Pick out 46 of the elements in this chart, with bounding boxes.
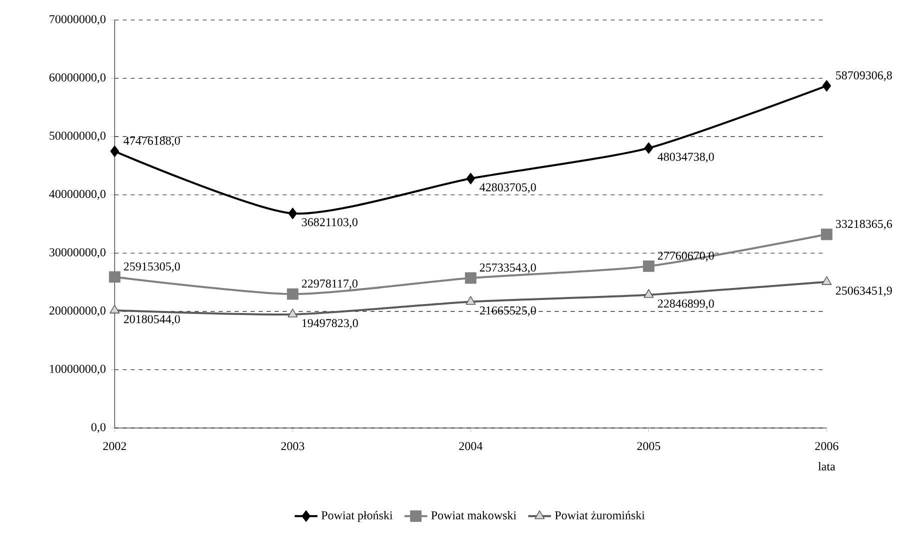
data-label: 25733543,0	[480, 263, 536, 274]
point	[644, 142, 654, 154]
data-label: 58709306,8	[836, 71, 892, 82]
point	[464, 272, 476, 284]
y-tick-label: 20000000,0	[49, 306, 106, 316]
data-label: 22978117,0	[302, 280, 358, 290]
point	[820, 228, 832, 240]
y-tick-label: 60000000,0	[49, 73, 106, 84]
data-label: 47476188,0	[124, 136, 180, 147]
point	[466, 172, 476, 184]
data-label: 19497823,0	[302, 319, 358, 329]
point	[288, 308, 298, 318]
data-label: 36821103,0	[302, 218, 358, 228]
legend-label: Powiat żuromiński	[555, 510, 645, 520]
point	[822, 276, 832, 285]
data-label: 22846899,0	[658, 300, 714, 310]
data-label: 21665525,0	[480, 306, 536, 316]
point	[108, 271, 120, 283]
y-tick-label: 10000000,0	[50, 364, 106, 375]
y-tick-label: 30000000,0	[50, 248, 106, 258]
y-tick-label: 50000000,0	[50, 132, 106, 142]
x-tick-label: 2002	[103, 442, 126, 450]
legend-label: Powiat makowski	[431, 510, 516, 520]
y-tick-label: 40000000,0	[49, 190, 106, 200]
data-label: 27760670,0	[658, 252, 714, 262]
legend-label: Powiat płoński	[321, 510, 393, 522]
point	[286, 288, 298, 300]
point	[288, 208, 298, 220]
x-tick-label: 2006	[815, 442, 838, 450]
point	[644, 289, 654, 298]
point	[822, 80, 832, 92]
y-tick-label: 70000000,0	[50, 15, 106, 25]
x-tick-label: 2004	[459, 442, 482, 450]
data-label: 48034738,0	[658, 152, 714, 163]
point	[466, 296, 476, 305]
data-label: 33218365,6	[836, 220, 892, 230]
x-tick-label: 2003	[281, 442, 304, 450]
data-label: 25063451,9	[836, 286, 892, 296]
point	[642, 260, 654, 272]
x-tick-label: 2005	[637, 442, 660, 450]
data-label: 42803705,0	[480, 183, 536, 194]
data-label: 25915305,0	[124, 262, 180, 272]
x-axis-title: lata	[818, 462, 836, 470]
point	[110, 146, 120, 158]
y-tick-label: 0,0	[91, 423, 106, 433]
data-label: 20180544,0	[124, 315, 180, 325]
